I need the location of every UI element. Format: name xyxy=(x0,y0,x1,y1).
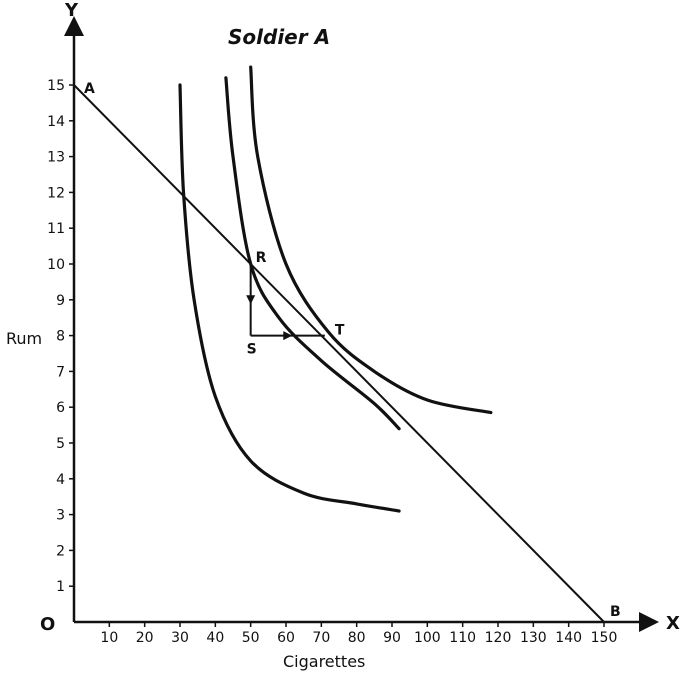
ticks-layer: 10 20 30 40 50 60 70 80 90 100 110 120 130 140 1501234… xyxy=(47,78,617,646)
indifference-curve-2 xyxy=(224,76,401,431)
point-label-r: R xyxy=(256,250,267,266)
series-layer xyxy=(73,65,605,623)
y-tick-label: 6 xyxy=(56,400,65,416)
y-tick-label: 5 xyxy=(56,436,65,452)
axes xyxy=(64,16,659,632)
x-tick-label: 90 xyxy=(383,630,401,646)
point-label-t: T xyxy=(335,323,345,339)
x-tick-label: 20 xyxy=(136,630,154,646)
y-tick-label: 15 xyxy=(47,78,65,94)
chart-title: Soldier A xyxy=(228,25,330,49)
x-tick-label: 80 xyxy=(348,630,366,646)
points-layer: A B R S T xyxy=(84,81,621,620)
x-tick-label: 110 xyxy=(449,630,476,646)
budget-line xyxy=(73,84,605,623)
y-tick-label: 9 xyxy=(56,293,65,309)
y-tick-label: 3 xyxy=(56,508,65,524)
indifference-curve-1 xyxy=(178,83,401,513)
y-tick-label: 2 xyxy=(56,543,65,559)
y-tick-label: 14 xyxy=(47,114,65,130)
y-tick-label: 4 xyxy=(56,472,65,488)
x-tick-label: 10 xyxy=(100,630,118,646)
x-tick-label: 140 xyxy=(555,630,582,646)
x-tick-label: 100 xyxy=(414,630,441,646)
x-tick-label: 30 xyxy=(171,630,189,646)
y-tick-label: 12 xyxy=(47,185,65,201)
x-tick-label: 130 xyxy=(520,630,547,646)
y-tick-label: 8 xyxy=(56,329,65,345)
point-label-a: A xyxy=(84,81,95,97)
y-tick-label: 10 xyxy=(47,257,65,273)
y-tick-label: 13 xyxy=(47,150,65,166)
y-tick-label: 1 xyxy=(56,579,65,595)
x-axis-letter: X xyxy=(666,613,680,634)
indifference-curve-3 xyxy=(249,65,493,415)
y-axis-title: Rum xyxy=(6,329,42,348)
origin-label: O xyxy=(40,614,55,635)
x-tick-label: 120 xyxy=(485,630,512,646)
x-tick-label: 60 xyxy=(277,630,295,646)
x-axis-title: Cigarettes xyxy=(283,652,365,671)
point-label-s: S xyxy=(247,342,257,358)
x-tick-label: 150 xyxy=(591,630,618,646)
point-label-b: B xyxy=(610,604,621,620)
direction-arrow xyxy=(283,331,293,341)
x-tick-label: 50 xyxy=(242,630,260,646)
y-tick-label: 11 xyxy=(47,221,65,237)
direction-arrow xyxy=(246,295,256,305)
x-tick-label: 70 xyxy=(312,630,330,646)
y-tick-label: 7 xyxy=(56,364,65,380)
y-axis-letter: Y xyxy=(64,0,79,21)
x-tick-label: 40 xyxy=(206,630,224,646)
